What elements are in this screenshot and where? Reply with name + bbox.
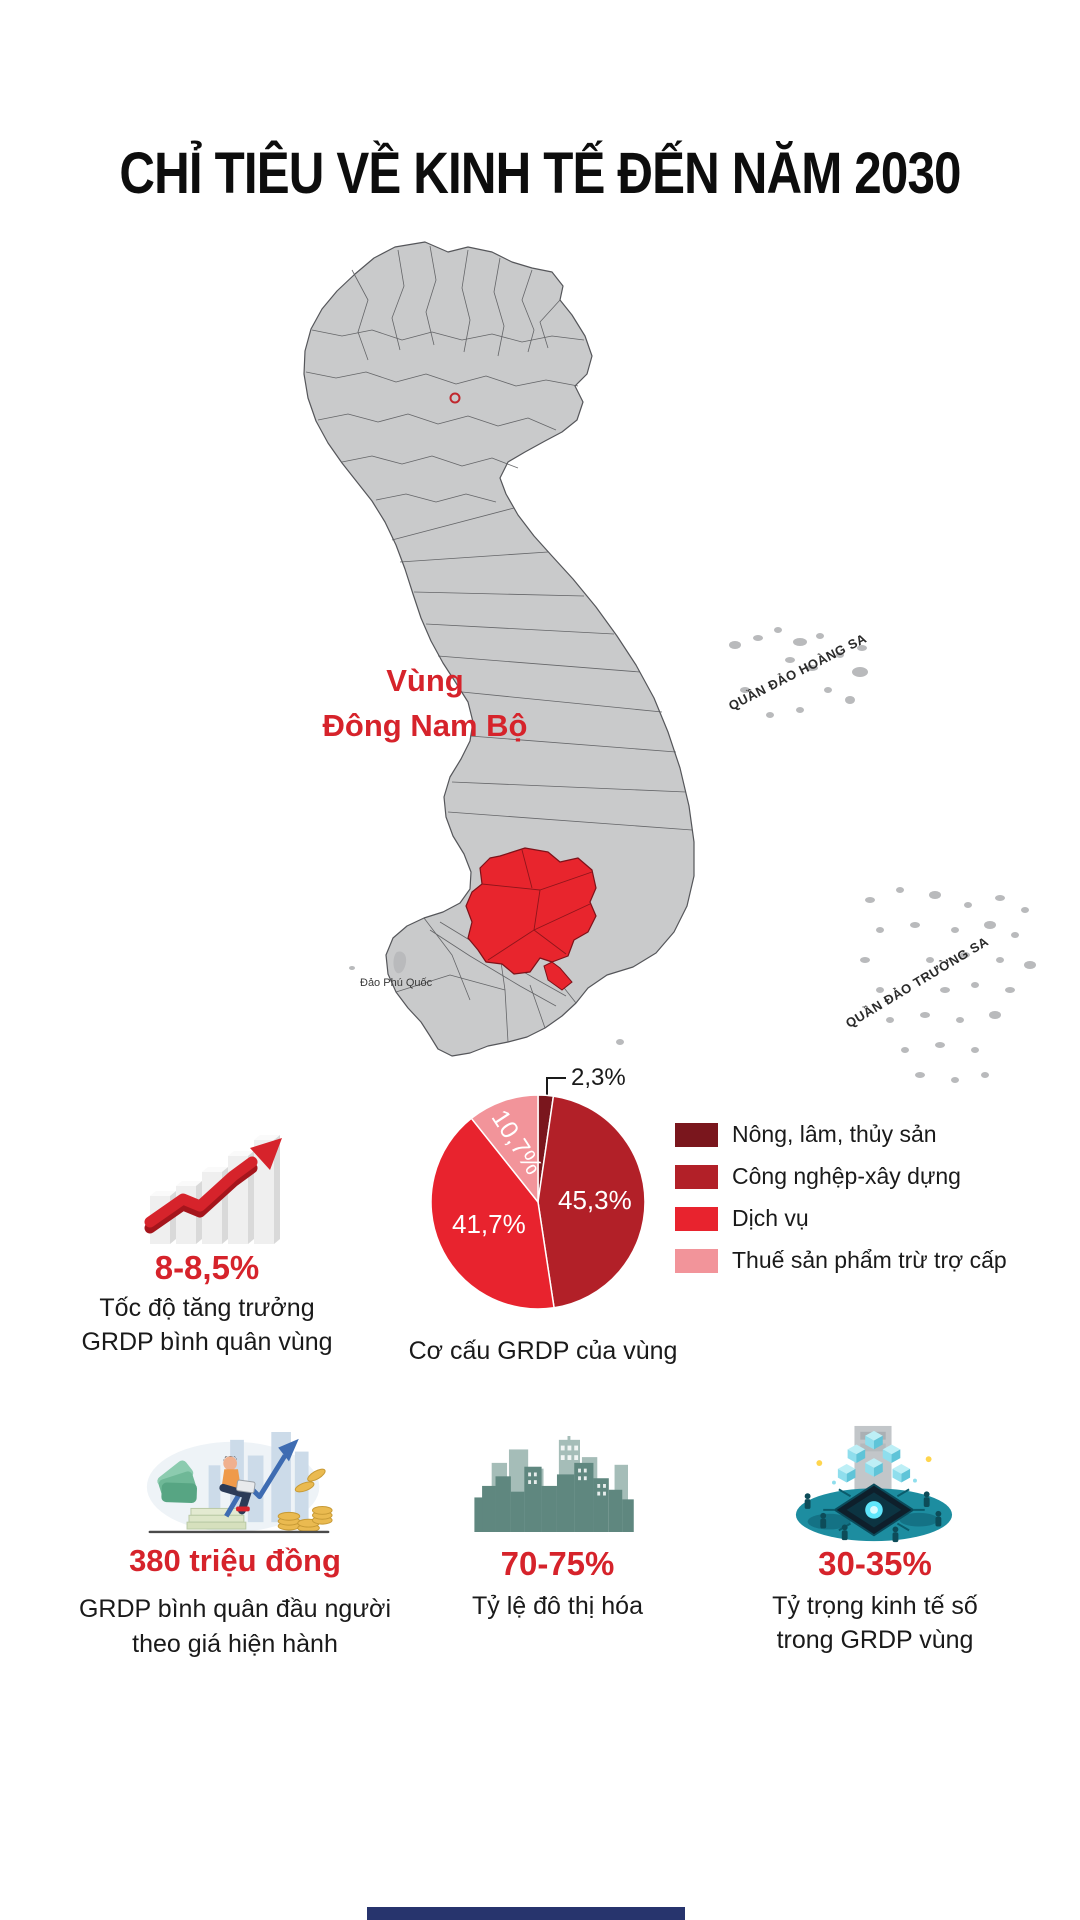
- growth-label-line2: GRDP bình quân vùng: [81, 1328, 333, 1356]
- cash-stack: [186, 1507, 247, 1530]
- con-dao-island: [616, 1039, 624, 1045]
- people-figures: [804, 1491, 942, 1543]
- truong-sa-islands: [860, 887, 1036, 1083]
- legend-label: Thuế sản phẩm trừ trợ cấp: [732, 1247, 1007, 1273]
- pie-callout-line: [546, 1077, 566, 1095]
- legend-row: Nông, lâm, thủy sản: [675, 1121, 1007, 1147]
- trend-arrow: [144, 1138, 282, 1234]
- page-title: CHỈ TIÊU VỀ KINH TẾ ĐẾN NĂM 2030: [119, 141, 961, 206]
- legend-label: Nông, lâm, thủy sản: [732, 1121, 937, 1147]
- vietnam-outline: [303, 241, 695, 1057]
- legend-swatch-nong-lam: [675, 1122, 718, 1147]
- growth-value: 8-8,5%: [154, 1249, 260, 1286]
- pie-slice: [430, 1117, 555, 1310]
- coins: [277, 1468, 333, 1533]
- hanoi-marker: [449, 392, 461, 404]
- legend-label: Dịch vụ: [732, 1205, 809, 1231]
- person: [219, 1456, 256, 1515]
- province-borders: [305, 245, 693, 1043]
- legend-label: Công nghệp-xây dựng: [732, 1163, 961, 1189]
- map-region-label-line2: Đông Nam Bộ: [322, 708, 528, 743]
- legend-swatch-cong-nghiep: [675, 1164, 718, 1189]
- legend-swatch-dich-vu: [675, 1206, 718, 1231]
- digital-value: 30-35%: [818, 1545, 932, 1582]
- pie-label-cong-nghiep: 45,3%: [558, 1185, 632, 1215]
- legend-swatch-thue: [675, 1248, 718, 1273]
- pie-label-nong-lam: 2,3%: [571, 1064, 626, 1091]
- digital-label-line1: Tỷ trọng kinh tế số: [772, 1592, 978, 1620]
- income-label-line1: GRDP bình quân đầu người: [78, 1595, 392, 1623]
- digital-economy-icon: [795, 1425, 953, 1543]
- urbanization-label: Tỷ lệ đô thị hóa: [472, 1592, 643, 1620]
- map-region-label: Vùng Đông Nam Bộ: [285, 658, 565, 748]
- income-illustration: [146, 1432, 333, 1534]
- growth-bars-icon: [144, 1135, 282, 1244]
- pie-slice: [470, 1094, 539, 1205]
- city-skyline-icon: [474, 1436, 634, 1532]
- pie-legend: Nông, lâm, thủy sản Công nghệp-xây dựng …: [675, 1121, 1007, 1290]
- grdp-pie-chart: [430, 1094, 646, 1310]
- digital-label-line2: trong GRDP vùng: [776, 1626, 974, 1654]
- urbanization-value: 70-75%: [500, 1545, 615, 1582]
- pie-slice: [537, 1095, 646, 1309]
- islet: [349, 966, 355, 970]
- legend-row: Công nghệp-xây dựng: [675, 1163, 1007, 1189]
- phu-quoc-island: [393, 951, 407, 974]
- footer-bar: [367, 1907, 685, 1920]
- pie-label-dich-vu: 41,7%: [452, 1209, 526, 1239]
- legend-row: Thuế sản phẩm trừ trợ cấp: [675, 1247, 1007, 1273]
- growth-label-line1: Tốc độ tăng trưởng: [99, 1294, 315, 1322]
- money-fan: [157, 1460, 198, 1504]
- map-region-highlight: [465, 847, 597, 975]
- map-region-highlight-spur: [543, 961, 573, 991]
- income-value: 380 triệu đồng: [129, 1543, 341, 1578]
- hoang-sa-islands: [729, 627, 868, 718]
- pie-chart-caption: Cơ cấu GRDP của vùng: [408, 1337, 678, 1365]
- legend-row: Dịch vụ: [675, 1205, 1007, 1231]
- phu-quoc-label: Đảo Phú Quốc: [360, 977, 433, 989]
- map-region-label-line1: Vùng: [386, 663, 464, 698]
- income-label-line2: theo giá hiện hành: [132, 1630, 338, 1658]
- region-internal-borders: [481, 849, 593, 961]
